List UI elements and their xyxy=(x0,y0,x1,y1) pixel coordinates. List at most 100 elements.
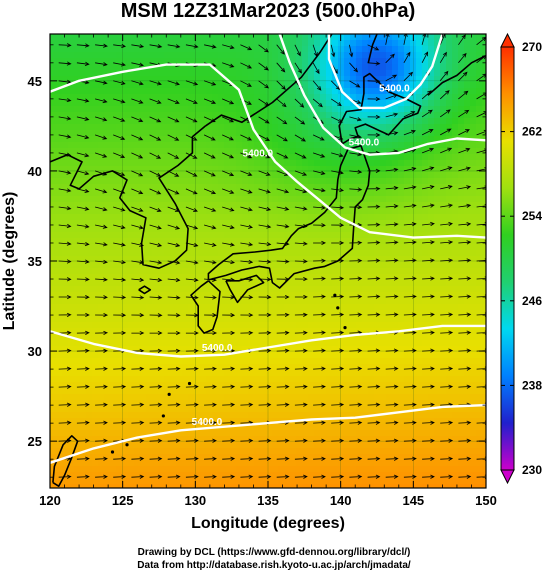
field-cell xyxy=(56,346,63,353)
field-cell xyxy=(134,328,141,335)
field-cell xyxy=(362,118,369,125)
field-cell xyxy=(242,274,249,281)
field-cell xyxy=(176,172,183,179)
field-cell xyxy=(452,142,459,149)
field-cell xyxy=(194,118,201,125)
field-cell xyxy=(344,316,351,323)
field-cell xyxy=(320,250,327,257)
field-cell xyxy=(50,34,57,41)
field-cell xyxy=(122,442,129,449)
field-cell xyxy=(398,178,405,185)
field-cell xyxy=(236,40,243,47)
field-cell xyxy=(182,118,189,125)
field-cell xyxy=(80,226,87,233)
field-cell xyxy=(242,148,249,155)
field-cell xyxy=(404,52,411,59)
field-cell xyxy=(170,328,177,335)
field-cell xyxy=(248,268,255,275)
field-cell xyxy=(218,394,225,401)
field-cell xyxy=(476,274,483,281)
field-cell xyxy=(248,136,255,143)
field-cell xyxy=(134,340,141,347)
field-cell xyxy=(260,304,267,311)
field-cell xyxy=(164,124,171,131)
field-cell xyxy=(332,250,339,257)
field-cell xyxy=(200,46,207,53)
field-cell xyxy=(416,346,423,353)
field-cell xyxy=(356,184,363,191)
field-cell xyxy=(230,256,237,263)
field-cell xyxy=(446,34,453,41)
field-cell xyxy=(416,382,423,389)
field-cell xyxy=(128,76,135,83)
field-cell xyxy=(332,190,339,197)
field-cell xyxy=(212,310,219,317)
field-cell xyxy=(356,136,363,143)
field-cell xyxy=(140,46,147,53)
field-cell xyxy=(230,430,237,437)
field-cell xyxy=(230,88,237,95)
field-cell xyxy=(386,184,393,191)
field-cell xyxy=(56,88,63,95)
field-cell xyxy=(398,106,405,113)
field-cell xyxy=(344,418,351,425)
field-cell xyxy=(50,58,57,65)
field-cell xyxy=(362,364,369,371)
field-cell xyxy=(122,208,129,215)
field-cell xyxy=(332,76,339,83)
field-cell xyxy=(386,304,393,311)
field-cell xyxy=(482,256,486,263)
field-cell xyxy=(302,358,309,365)
field-cell xyxy=(272,226,279,233)
field-cell xyxy=(254,418,261,425)
field-cell xyxy=(392,388,399,395)
field-cell xyxy=(194,190,201,197)
field-cell xyxy=(326,340,333,347)
field-cell xyxy=(116,322,123,329)
field-cell xyxy=(464,82,471,89)
field-cell xyxy=(422,172,429,179)
field-cell xyxy=(362,292,369,299)
field-cell xyxy=(308,46,315,53)
field-cell xyxy=(470,172,477,179)
field-cell xyxy=(218,148,225,155)
field-cell xyxy=(236,226,243,233)
field-cell xyxy=(272,394,279,401)
field-cell xyxy=(356,34,363,41)
field-cell xyxy=(248,88,255,95)
field-cell xyxy=(146,316,153,323)
field-cell xyxy=(314,274,321,281)
field-cell xyxy=(452,154,459,161)
field-cell xyxy=(476,64,483,71)
field-cell xyxy=(410,172,417,179)
field-cell xyxy=(74,262,81,269)
field-cell xyxy=(476,46,483,53)
field-cell xyxy=(116,64,123,71)
field-cell xyxy=(194,112,201,119)
field-cell xyxy=(140,172,147,179)
field-cell xyxy=(386,202,393,209)
field-cell xyxy=(278,394,285,401)
field-cell xyxy=(434,430,441,437)
field-cell xyxy=(278,160,285,167)
field-cell xyxy=(410,370,417,377)
field-cell xyxy=(470,436,477,443)
field-cell xyxy=(266,40,273,47)
field-cell xyxy=(212,268,219,275)
field-cell xyxy=(62,436,69,443)
field-cell xyxy=(290,184,297,191)
field-cell xyxy=(374,100,381,107)
field-cell xyxy=(482,316,486,323)
field-cell xyxy=(68,352,75,359)
field-cell xyxy=(446,148,453,155)
field-cell xyxy=(476,364,483,371)
field-cell xyxy=(164,328,171,335)
field-cell xyxy=(134,358,141,365)
field-cell xyxy=(284,262,291,269)
field-cell xyxy=(452,40,459,47)
field-cell xyxy=(314,214,321,221)
field-cell xyxy=(224,100,231,107)
field-cell xyxy=(50,406,57,413)
field-cell xyxy=(380,250,387,257)
field-cell xyxy=(338,148,345,155)
